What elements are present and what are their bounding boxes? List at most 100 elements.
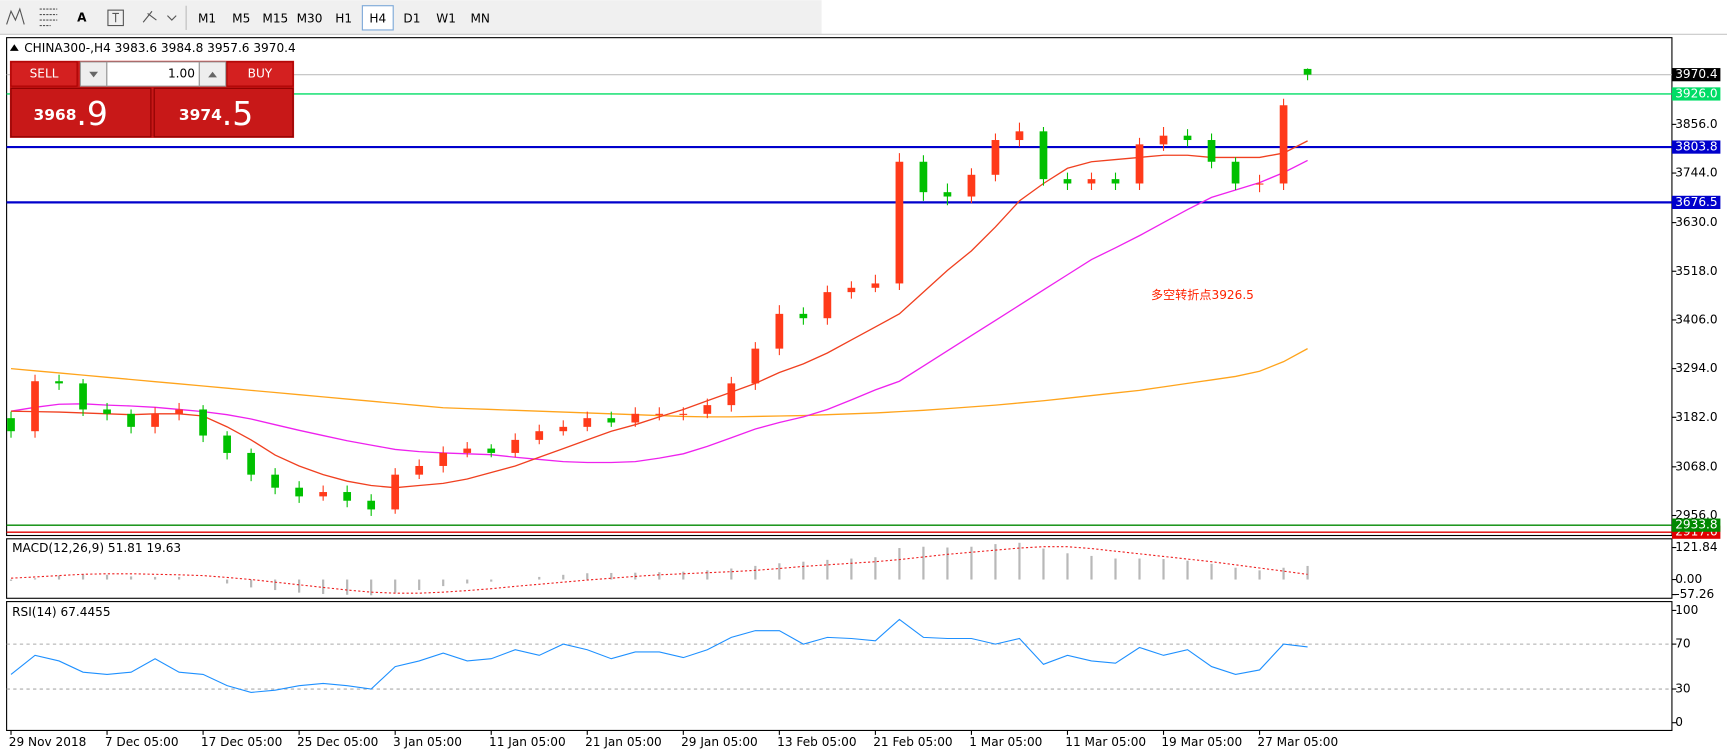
candle-body: [703, 405, 712, 414]
sell-label[interactable]: SELL: [30, 67, 59, 81]
candle-body: [1183, 135, 1192, 141]
text-tool[interactable]: A: [77, 10, 87, 24]
timeframe-button[interactable]: M1: [198, 11, 216, 25]
macd-bar: [1018, 542, 1021, 580]
candle-body: [607, 418, 616, 423]
candle-body: [1255, 183, 1264, 185]
macd-bar: [946, 547, 949, 580]
candle-body: [871, 283, 880, 288]
macd-bar: [1042, 548, 1045, 580]
indicator-label: RSI(14) 67.4455: [12, 605, 110, 619]
y-tick-label: 3744.0: [1675, 166, 1717, 180]
x-tick-label: 17 Dec 05:00: [201, 735, 282, 749]
lot-input[interactable]: [106, 61, 200, 87]
timeframe-button[interactable]: MN: [470, 11, 490, 25]
y-tick-label: 3182.0: [1675, 410, 1717, 424]
icon-lines: [39, 8, 58, 27]
y-tick-label: -57.26: [1675, 587, 1714, 601]
macd-bar: [105, 574, 109, 580]
candle-body: [1015, 131, 1024, 141]
y-tick-label: 100: [1675, 603, 1698, 617]
plot: 2956.0 3068.0 3182.0 3294.0 3406.0 3518.0 3630…: [6, 67, 1721, 749]
collapse-icon[interactable]: [9, 44, 19, 51]
macd-bar: [1162, 559, 1165, 580]
bid-price[interactable]: 3968.9: [34, 93, 108, 132]
ask-box[interactable]: [153, 87, 294, 138]
y-tick-label: 3068.0: [1675, 459, 1717, 473]
x-tick-label: 11 Jan 05:00: [489, 735, 566, 749]
macd-bar: [346, 579, 349, 595]
price-level-label: 3676.5: [1675, 195, 1717, 209]
x-tick-label: 27 Mar 05:00: [1257, 735, 1338, 749]
candle-body: [751, 348, 760, 384]
timeframe-button[interactable]: H4: [369, 11, 386, 25]
candle-body: [1279, 105, 1288, 184]
y-tick-label: 3856.0: [1675, 117, 1717, 131]
candle-body: [1135, 144, 1144, 184]
timeframe-button[interactable]: M30: [297, 11, 323, 25]
candle-body: [7, 418, 15, 432]
macd-bar: [153, 576, 157, 580]
macd-bar: [1090, 555, 1093, 580]
rsi-panel: [6, 601, 1673, 731]
macd-bar: [322, 579, 325, 594]
bid-small: .9: [76, 93, 108, 132]
macd-bar: [394, 579, 397, 593]
sell-button[interactable]: [10, 61, 78, 87]
candle-body: [727, 383, 736, 406]
bid-box[interactable]: [10, 87, 152, 138]
y-tick-label: 3518.0: [1675, 264, 1717, 278]
macd-bar: [33, 578, 37, 580]
price-level-label: 2933.8: [1675, 518, 1717, 532]
icon-arrows: [142, 10, 177, 23]
candle-body: [823, 292, 832, 319]
macd-bar: [994, 544, 997, 580]
macd-bar: [538, 576, 541, 580]
macd-bar: [754, 565, 757, 580]
macd-bar: [1138, 558, 1141, 580]
ask-big: 3974: [179, 105, 222, 123]
y-tick-label: 30: [1675, 682, 1690, 696]
timeframe-button[interactable]: M15: [262, 11, 288, 25]
macd-bar: [1234, 567, 1237, 580]
icon-t: [112, 12, 119, 23]
indicator-label: MACD(12,26,9) 51.81 19.63: [12, 541, 181, 555]
toolbar-icons: [6, 5, 187, 30]
x-tick-label: 21 Feb 05:00: [873, 735, 952, 749]
buy-button[interactable]: [226, 61, 294, 87]
candle-body: [415, 465, 424, 475]
y-tick-label: 70: [1675, 637, 1690, 651]
timeframe-button[interactable]: D1: [403, 11, 420, 25]
timeframe-button[interactable]: W1: [436, 11, 456, 25]
macd-bar: [177, 576, 181, 580]
timeframe-button[interactable]: H1: [335, 11, 352, 25]
macd-bar: [1306, 565, 1309, 580]
candle-body: [391, 474, 400, 510]
candle-body: [919, 161, 928, 193]
icon-textbox: [107, 9, 124, 27]
macd-bar: [418, 579, 421, 591]
macd-bar: [226, 579, 229, 584]
timeframe-button[interactable]: M5: [232, 11, 250, 25]
macd-bar: [442, 579, 445, 587]
buy-label[interactable]: BUY: [248, 67, 273, 81]
candle-body: [775, 313, 784, 349]
candle-body: [967, 174, 976, 197]
x-tick-label: 21 Jan 05:00: [585, 735, 662, 749]
candle-body: [1207, 140, 1216, 162]
y-tick-label: 0: [1675, 715, 1683, 729]
x-tick-label: 29 Jan 05:00: [681, 735, 758, 749]
candle-body: [271, 474, 279, 488]
price-level-tag: [1671, 87, 1721, 101]
macd-bar: [466, 579, 469, 584]
macd-bar: [129, 576, 133, 580]
macd-bar: [658, 572, 661, 580]
ask-price[interactable]: 3974.5: [179, 93, 253, 132]
y-tick-label: 3630.0: [1675, 215, 1717, 229]
candle-body: [79, 383, 87, 410]
candle-body: [295, 487, 303, 497]
icon-chart: [6, 7, 25, 25]
lot-value[interactable]: 1.00: [168, 67, 195, 81]
candle-body: [1303, 68, 1312, 75]
